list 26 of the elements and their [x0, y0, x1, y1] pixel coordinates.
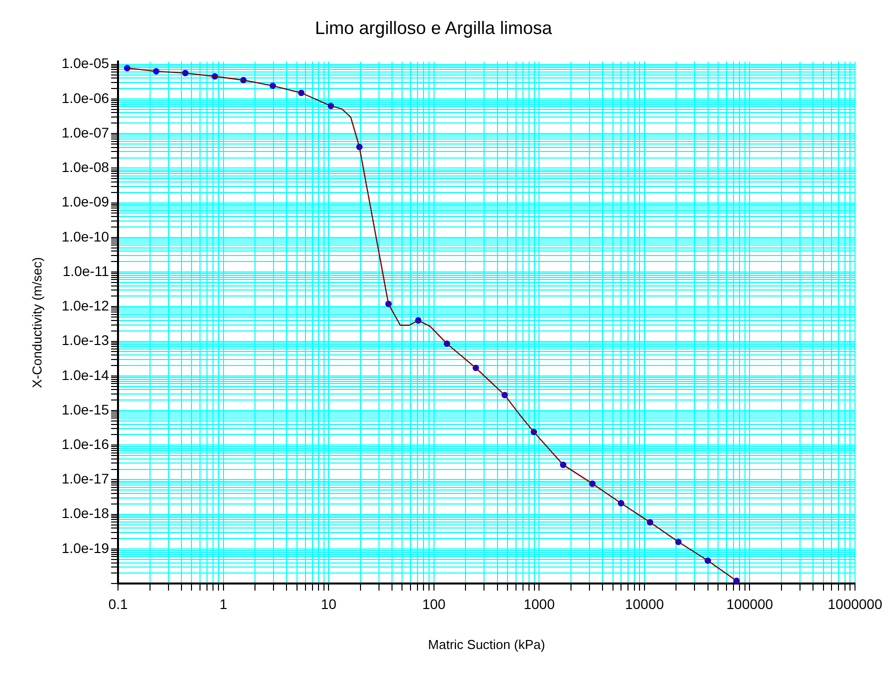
x-tick-label: 100 [422, 596, 446, 612]
y-tick-label: 1.0e-15 [62, 401, 110, 418]
y-tick-label: 1.0e-14 [62, 366, 110, 383]
chart-title: Limo argilloso e Argilla limosa [314, 18, 554, 38]
y-tick-label: 1.0e-10 [62, 228, 110, 244]
x-axis-title: Matric Suction (kPa) [428, 636, 546, 652]
y-tick-label: 1.0e-06 [62, 90, 110, 106]
x-tick-label: 0.1 [108, 596, 128, 612]
y-tick-label: 1.0e-11 [62, 262, 110, 279]
y-tick-label: 1.0e-13 [62, 332, 110, 348]
y-tick-label: 1.0e-07 [62, 124, 110, 140]
y-tick-label: 1.0e-17 [62, 470, 110, 487]
x-tick-label: 1000 [524, 596, 555, 612]
x-tick-label: 10000 [624, 596, 664, 612]
y-tick-label: 1.0e-09 [62, 194, 110, 210]
x-tick-label: 1000000 [828, 596, 882, 612]
y-tick-label: 1.0e-18 [62, 505, 110, 522]
x-tick-label: 100000 [726, 596, 774, 612]
x-tick-label: 1 [219, 596, 228, 612]
y-tick-label: 1.0e-12 [62, 298, 110, 314]
y-axis-title: X-Conductivity (m/sec) [29, 257, 44, 388]
y-tick-label: 1.0e-08 [62, 159, 110, 176]
y-tick-label: 1.0e-05 [62, 55, 110, 72]
x-tick-label: 10 [320, 596, 337, 612]
y-tick-label: 1.0e-19 [62, 540, 110, 556]
y-tick-label: 1.0e-16 [62, 436, 110, 452]
